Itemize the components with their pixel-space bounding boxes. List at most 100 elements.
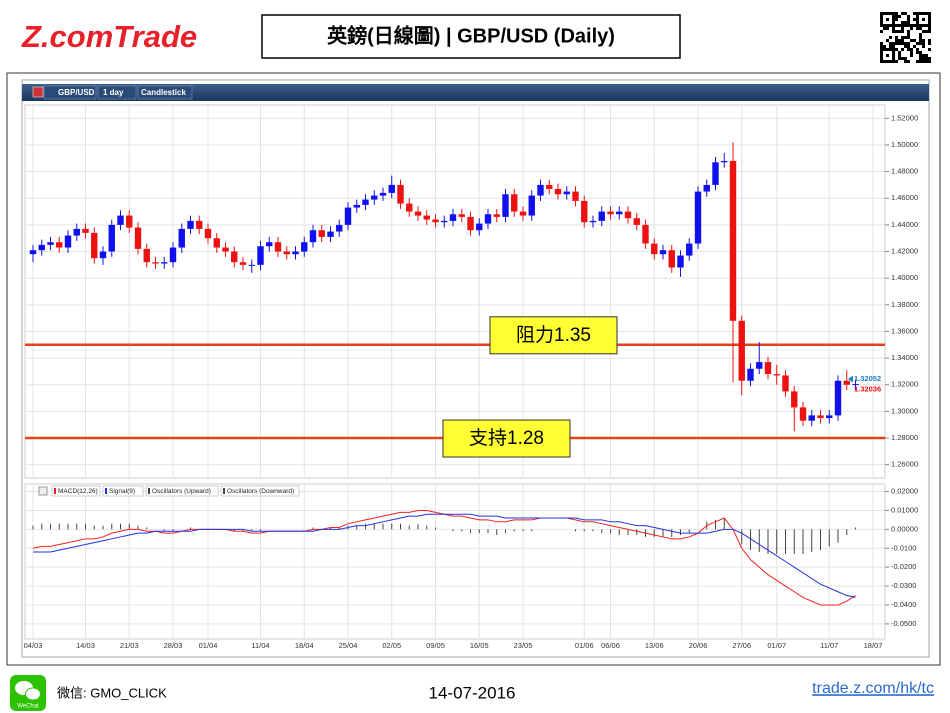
qr-cell	[916, 48, 919, 51]
qr-cell	[880, 45, 883, 48]
candle-body	[283, 251, 290, 255]
candle-body	[318, 230, 325, 237]
qr-cell	[928, 42, 931, 45]
toolbar-button[interactable]	[97, 85, 137, 100]
x-tick-label: 20/06	[689, 641, 708, 650]
candle-body	[336, 224, 343, 232]
qr-cell	[904, 12, 907, 15]
qr-cell	[928, 21, 931, 24]
qr-cell	[892, 24, 895, 27]
qr-cell	[910, 27, 913, 30]
candle-body	[56, 242, 63, 248]
legend-swatch	[105, 488, 107, 494]
qr-cell	[898, 51, 901, 54]
last-price: 1.32036	[854, 384, 881, 393]
qr-cell	[907, 36, 910, 39]
x-tick-label: 04/03	[24, 641, 43, 650]
toolbar-button[interactable]	[137, 85, 193, 100]
candle-body	[677, 255, 684, 268]
candle-body	[537, 184, 544, 196]
qr-cell	[916, 24, 919, 27]
toolbar	[22, 84, 929, 101]
qr-cell	[928, 48, 931, 51]
candle-body	[169, 247, 177, 263]
candle-body	[397, 184, 404, 204]
legend-box	[220, 485, 300, 497]
price-marker	[848, 375, 853, 383]
qr-cell	[883, 45, 886, 48]
candle-body	[826, 415, 833, 419]
qr-cell	[925, 54, 928, 57]
qr-cell	[907, 30, 910, 33]
candle-body	[703, 184, 710, 192]
qr-cell	[886, 27, 889, 30]
legend-swatch	[223, 488, 225, 494]
flag	[32, 86, 44, 98]
candle-body	[764, 362, 772, 375]
candle-body	[29, 250, 37, 255]
candle-body	[589, 220, 597, 223]
candle-body	[196, 220, 203, 229]
qr-cell	[883, 60, 886, 63]
qr-cell	[922, 18, 925, 21]
candle-body	[91, 232, 98, 259]
candle-body	[64, 235, 72, 248]
qr-cell	[919, 24, 922, 27]
x-tick-label: 16/05	[470, 641, 489, 650]
qr-cell	[895, 36, 898, 39]
qr-cell	[919, 27, 922, 30]
candle-body	[633, 218, 640, 225]
x-tick-label: 06/06	[601, 641, 620, 650]
qr-cell	[913, 24, 916, 27]
y-tick-label: 0.00000	[891, 524, 918, 533]
qr-cell	[922, 54, 925, 57]
qr-cell	[895, 12, 898, 15]
legend-label: Oscillators (Downward)	[227, 488, 294, 495]
wechat-id: 微信: GMO_CLICK	[57, 685, 167, 700]
legend-swatch	[54, 488, 56, 494]
qr-cell	[886, 60, 889, 63]
qr-cell	[898, 24, 901, 27]
qr-cell	[901, 39, 904, 42]
qr-cell	[928, 18, 931, 21]
candle-body	[248, 264, 255, 266]
qr-cell	[919, 33, 922, 36]
qr-cell	[895, 30, 898, 33]
x-tick-label: 18/07	[864, 641, 883, 650]
qr-cell	[916, 42, 919, 45]
qr-cell	[901, 48, 904, 51]
qr-cell	[910, 24, 913, 27]
legend-toggle	[38, 486, 48, 496]
candle-body	[362, 199, 369, 205]
candle-body	[441, 220, 448, 223]
candle-body	[659, 250, 667, 255]
candle-body	[274, 242, 282, 252]
candle-body	[817, 415, 824, 419]
qr-code	[880, 12, 931, 63]
candle-body	[729, 160, 737, 321]
legend-label: Oscillators (Upward)	[152, 488, 211, 495]
y-tick-label: 1.48000	[891, 167, 918, 176]
link[interactable]: trade.z.com/hk/tc	[812, 680, 934, 697]
candle-body	[624, 211, 632, 219]
qr-cell	[904, 45, 907, 48]
qr-cell	[910, 51, 913, 54]
title-box	[261, 14, 681, 59]
candle-body	[773, 374, 780, 376]
qr-cell	[883, 24, 886, 27]
qr-cell	[880, 60, 883, 63]
y-tick-label: 0.02000	[891, 487, 918, 496]
qr-cell	[901, 36, 904, 39]
qr-cell	[886, 18, 889, 21]
candle-body	[834, 380, 842, 416]
qr-cell	[928, 60, 931, 63]
qr-cell	[892, 21, 895, 24]
candle-body	[371, 195, 378, 200]
macd-panel	[24, 483, 886, 640]
toolbar-button[interactable]	[43, 85, 97, 100]
y-tick-label: 1.36000	[891, 326, 918, 335]
qr-cell	[880, 54, 883, 57]
qr-cell	[901, 57, 904, 60]
qr-cell	[892, 54, 895, 57]
qr-cell	[895, 42, 898, 45]
